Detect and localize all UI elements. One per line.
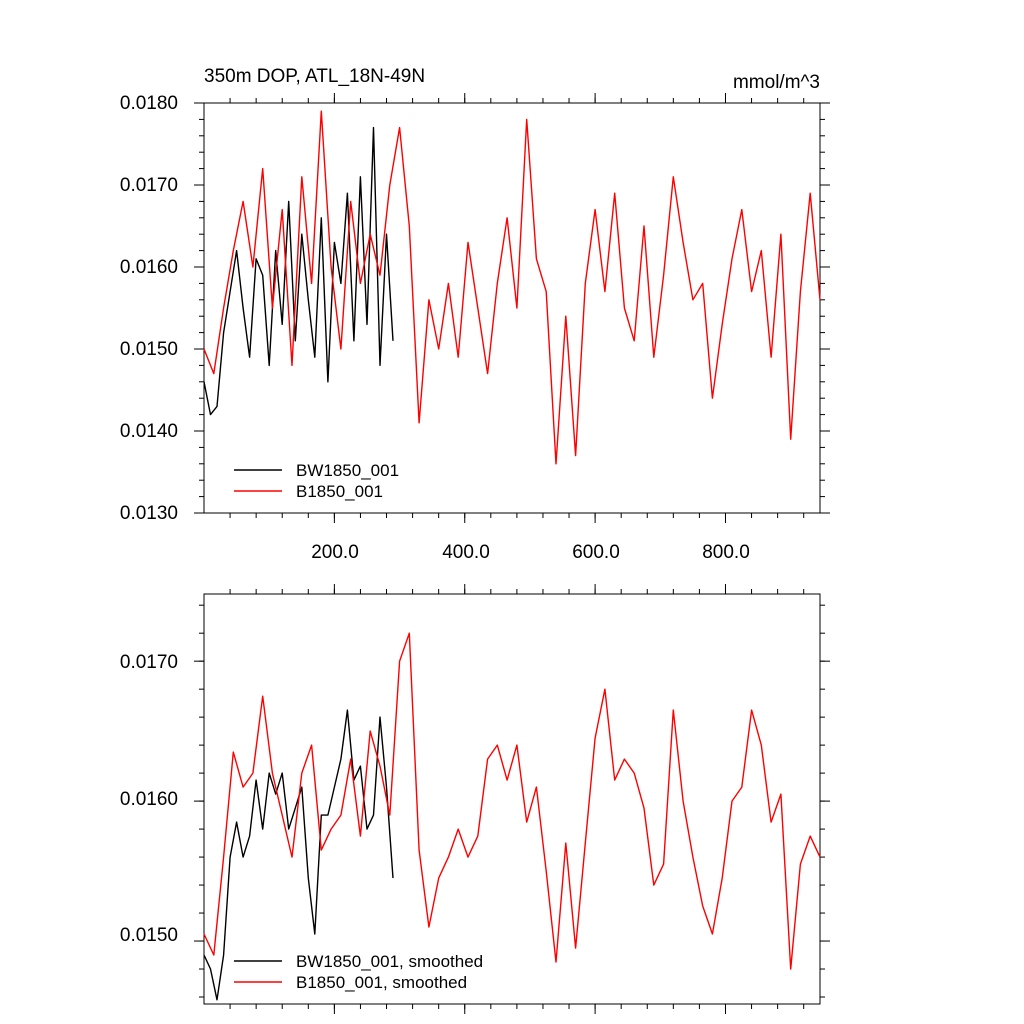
series-line-b1850-001 bbox=[203, 110, 821, 465]
plot-frame-bottom bbox=[203, 593, 821, 1005]
y-tick-label-bottom-2: 0.0170 bbox=[120, 652, 178, 673]
y-tick-label-top-0: 0.0130 bbox=[120, 503, 178, 524]
major-ticks-top bbox=[194, 93, 830, 523]
legend-label-bw1850: BW1850_001 bbox=[296, 461, 399, 480]
x-tick-label-top-0: 200.0 bbox=[311, 542, 359, 563]
series-group-bottom bbox=[203, 632, 821, 1001]
x-tick-label-top-3: 800.0 bbox=[702, 542, 750, 563]
legend-top: BW1850_001 B1850_001 bbox=[234, 461, 399, 501]
legend-bottom: BW1850_001, smoothed B1850_001, smoothed bbox=[234, 952, 483, 992]
y-tick-label-top-2: 0.0150 bbox=[120, 339, 178, 360]
plot-frame-top bbox=[203, 102, 821, 514]
major-ticks-bottom bbox=[194, 584, 830, 1014]
y-tick-label-top-1: 0.0140 bbox=[120, 421, 178, 442]
series-line-bw1850-001 bbox=[203, 126, 394, 416]
y-tick-label-bottom-1: 0.0160 bbox=[120, 789, 178, 810]
y-tick-label-top-5: 0.0180 bbox=[120, 93, 178, 114]
x-tick-label-top-1: 400.0 bbox=[442, 542, 490, 563]
minor-ticks-bottom bbox=[199, 589, 825, 1009]
minor-ticks-top bbox=[199, 98, 825, 518]
units-label: mmol/m^3 bbox=[733, 72, 820, 93]
series-line-b1850-001-smoothed bbox=[203, 632, 821, 970]
y-tick-label-bottom-0: 0.0150 bbox=[120, 925, 178, 946]
y-tick-label-top-4: 0.0170 bbox=[120, 175, 178, 196]
chart-title: 350m DOP, ATL_18N-49N bbox=[204, 66, 425, 87]
legend-label-b1850-smoothed: B1850_001, smoothed bbox=[296, 973, 467, 992]
series-group-top bbox=[203, 110, 821, 465]
top-panel: 350m DOP, ATL_18N-49N mmol/m^3 0.0130 0.… bbox=[120, 66, 830, 563]
legend-label-bw1850-smoothed: BW1850_001, smoothed bbox=[296, 952, 483, 971]
y-tick-label-top-3: 0.0160 bbox=[120, 257, 178, 278]
bottom-panel: 0.0150 0.0160 0.0170 BW1850_001, smoothe… bbox=[120, 584, 830, 1014]
legend-label-b1850: B1850_001 bbox=[296, 482, 383, 501]
x-tick-label-top-2: 600.0 bbox=[572, 542, 620, 563]
